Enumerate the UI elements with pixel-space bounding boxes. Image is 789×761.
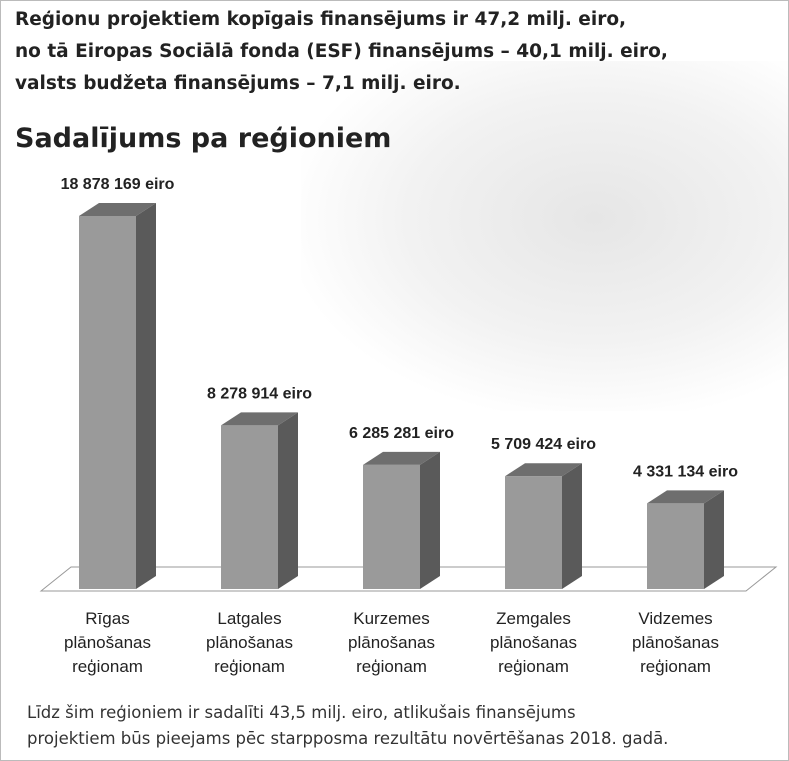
bar-side [704,490,724,589]
bar [647,503,704,589]
bar-side [562,463,582,589]
background-decoration [301,61,788,411]
bar-top [647,490,724,504]
value-label: 6 285 281 eiro [349,425,454,442]
bar-top [505,463,582,477]
headline: valsts budžeta finansējums – 7,1 milj. e… [15,73,461,94]
footnote: Līdz šim reģioniem ir sadalīti 43,5 milj… [27,703,576,722]
bar [221,425,278,589]
value-label: 8 278 914 eiro [207,385,312,402]
bar [363,464,420,589]
value-label: 18 878 169 eiro [61,176,175,193]
bar [505,476,562,589]
bar-top [363,451,440,465]
bar-side [420,451,440,589]
bar-top [79,203,156,216]
chart-title: Sadalījums pa reģioniem [15,123,392,154]
footnote: projektiem būs pieejams pēc starpposma r… [27,729,669,748]
x-tick-label: Vidzemes plānošanas reģionam [632,609,719,676]
value-label: 4 331 134 eiro [633,463,738,480]
headline: Reģionu projektiem kopīgais finansējums … [15,9,627,30]
bar-top [221,412,298,426]
value-label: 5 709 424 eiro [491,436,596,453]
bar-side [136,203,156,589]
bar [79,216,136,589]
x-tick-label: Latgales plānošanas reģionam [206,609,293,676]
headline: no tā Eiropas Sociālā fonda (ESF) finans… [15,41,668,62]
bar-side [278,412,298,589]
x-tick-label: Rīgas plānošanas reģionam [64,609,151,676]
x-tick-label: Kurzemes plānošanas reģionam [348,609,435,676]
x-tick-label: Zemgales plānošanas reģionam [490,609,577,676]
